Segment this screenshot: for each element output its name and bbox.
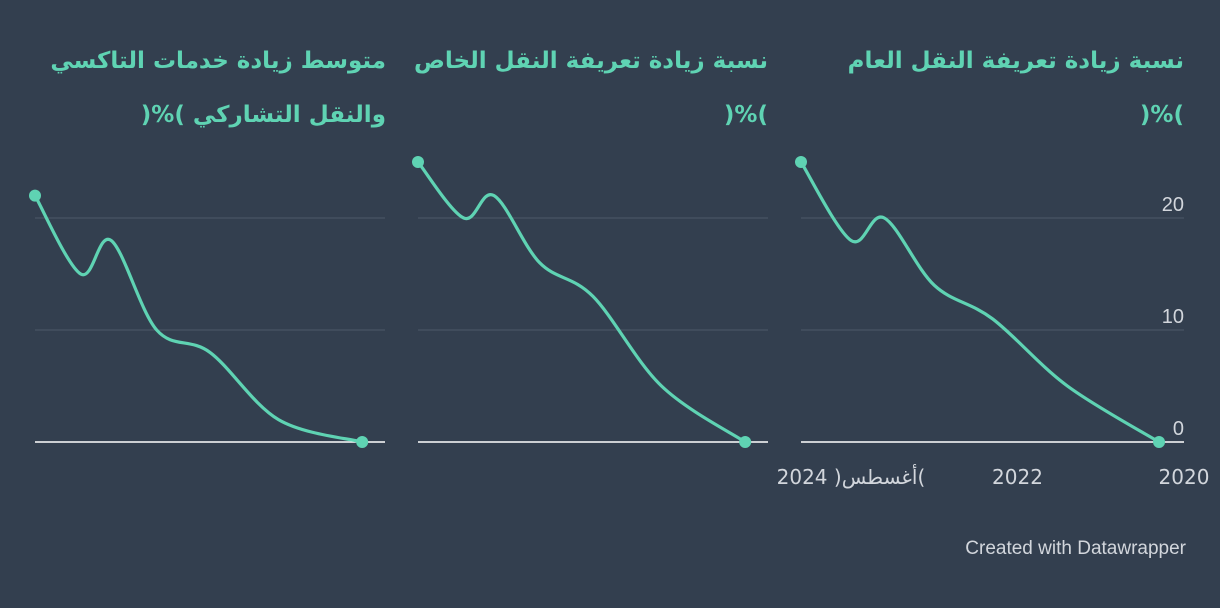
panel-title-taxi-rideshare: متوسط زيادة خدمات التاكسي والنقل التشارك…: [50, 48, 386, 128]
x-tick-label: 2024 )أغسطس(: [777, 464, 926, 489]
start-point-marker: [412, 156, 424, 168]
end-point-marker: [356, 436, 369, 448]
series-line: [416, 160, 747, 444]
x-tick-label: 2022: [992, 465, 1043, 489]
series-line: [33, 194, 364, 444]
datawrapper-credit: Created with Datawrapper: [965, 538, 1186, 559]
y-tick-label: 10: [1162, 306, 1184, 328]
y-tick-label: 0: [1173, 418, 1184, 440]
end-point-marker: [739, 436, 752, 448]
end-point-marker: [1153, 436, 1166, 448]
start-point-marker: [795, 156, 807, 168]
y-tick-label: 20: [1162, 194, 1184, 216]
series-line: [799, 160, 1161, 444]
panel-title-public-transport: نسبة زيادة تعريفة النقل العام )%(: [847, 48, 1184, 128]
panel-title-private-transport: نسبة زيادة تعريفة النقل الخاص )%(: [413, 48, 768, 128]
start-point-marker: [29, 189, 41, 202]
x-tick-label: 2020: [1159, 465, 1210, 489]
